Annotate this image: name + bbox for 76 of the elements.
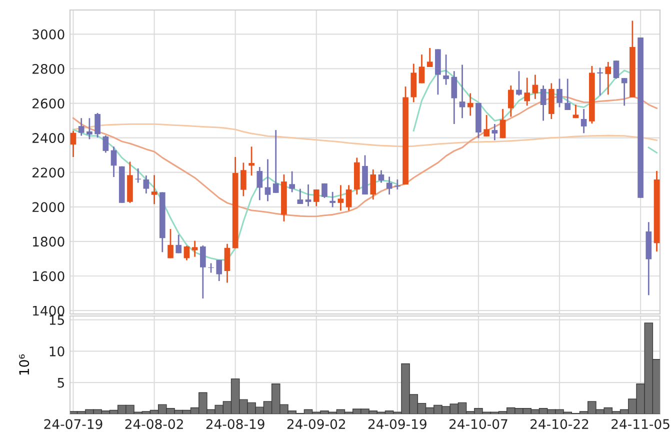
candlestick: [272, 129, 279, 194]
candlestick: [168, 228, 174, 259]
y-axis-title: 10⁶: [19, 354, 30, 375]
candlestick: [613, 60, 620, 80]
candlestick: [192, 240, 198, 258]
candlestick: [264, 158, 271, 202]
candlestick: [313, 188, 320, 207]
candlestick: [532, 74, 538, 100]
candlestick: [394, 178, 400, 190]
candlestick: [621, 77, 628, 106]
candlestick: [184, 245, 190, 261]
y-tick-label: 3000: [32, 29, 64, 40]
candlestick: [370, 168, 376, 200]
x-tick-label: 24-08-19: [206, 419, 264, 430]
candlestick: [467, 92, 474, 116]
candlestick: [78, 117, 84, 136]
x-tick-label: 24-07-19: [44, 419, 102, 430]
candlestick: [94, 112, 100, 138]
candlestick: [418, 54, 425, 84]
candlestick: [289, 170, 295, 193]
candlestick: [484, 114, 490, 138]
y-tick-label: 5: [58, 378, 64, 388]
candlestick: [508, 84, 514, 118]
candlestick: [426, 47, 433, 68]
candlestick: [330, 191, 336, 208]
x-tick-label: 24-10-22: [530, 419, 588, 430]
candlestick: [597, 66, 603, 96]
candlestick: [143, 174, 150, 194]
candlestick: [86, 117, 92, 140]
candlestick: [305, 184, 312, 207]
candlestick: [605, 61, 612, 96]
candlestick: [516, 70, 522, 96]
candlestick: [176, 234, 182, 254]
candlestick: [216, 259, 222, 282]
candlestick: [378, 170, 384, 184]
x-tick-label: 24-08-02: [125, 419, 183, 430]
candlestick: [200, 244, 206, 300]
candlestick: [443, 54, 449, 86]
candlestick: [256, 166, 263, 201]
y-tick-label: 15: [50, 315, 64, 325]
x-tick-label: 24-10-07: [449, 419, 508, 430]
candlestick: [297, 188, 304, 205]
x-tick-label: 24-09-02: [287, 419, 345, 430]
y-tick-label: 10: [50, 346, 64, 356]
x-tick-label: 24-09-19: [368, 419, 426, 430]
candlestick: [224, 243, 230, 284]
y-tick-label: 2200: [32, 168, 64, 178]
candlestick: [102, 134, 109, 154]
candlestick: [451, 70, 458, 125]
candlestick: [580, 108, 587, 134]
candlestick: [346, 184, 352, 212]
candlestick: [492, 123, 498, 141]
candlestick: [208, 262, 214, 274]
y-tick-label: 2800: [32, 64, 64, 74]
x-tick-label: 24-11-05: [612, 419, 670, 430]
y-tick-label: 1800: [33, 236, 64, 247]
candlestick: [524, 77, 530, 106]
candlestick: [151, 174, 158, 205]
candlestick: [70, 130, 76, 158]
candlestick: [386, 176, 392, 196]
candlestick: [500, 108, 506, 139]
y-tick-label: 1600: [33, 271, 64, 282]
y-tick-label: 1400: [33, 306, 64, 316]
y-tick-label: 2000: [32, 202, 64, 212]
y-tick-label: 2600: [32, 98, 64, 108]
y-tick-label: 2400: [32, 133, 64, 144]
candlestick: [322, 182, 328, 199]
candlestick: [540, 84, 546, 122]
candlestick: [459, 64, 466, 119]
candlestick: [110, 146, 117, 178]
candlestick: [564, 78, 571, 111]
candlestick: [556, 78, 562, 108]
candlestick: [248, 146, 254, 176]
candlestick: [338, 184, 344, 212]
candlestick: [572, 104, 579, 119]
candlestick: [240, 162, 246, 197]
